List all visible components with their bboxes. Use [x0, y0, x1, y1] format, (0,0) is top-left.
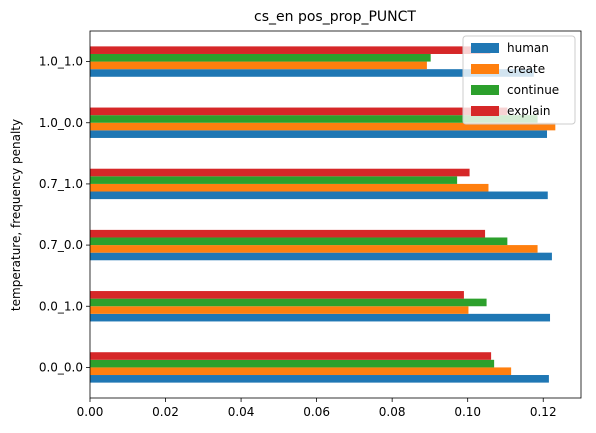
x-tick-label: 0.10: [454, 405, 481, 419]
y-tick-label: 1.0_0.0: [39, 116, 83, 130]
bar-explain-0.0_0.0: [90, 352, 492, 360]
bar-explain-1.0_1.0: [90, 46, 491, 54]
bar-human-1.0_0.0: [90, 130, 548, 138]
bar-create-0.0_0.0: [90, 367, 512, 376]
y-tick-label: 0.0_0.0: [39, 360, 83, 374]
x-tick-label: 0.06: [303, 405, 330, 419]
legend-box: [462, 35, 576, 125]
y-tick-label: 1.0_1.0: [39, 55, 83, 69]
bar-explain-1.0_0.0: [90, 107, 508, 116]
bar-continue-0.7_0.0: [90, 237, 508, 246]
legend-label-continue: continue: [507, 83, 559, 97]
bar-create-0.0_1.0: [90, 306, 469, 314]
y-tick-label: 0.7_0.0: [39, 238, 83, 252]
bar-human-1.0_1.0: [90, 69, 534, 77]
bar-human-0.7_1.0: [90, 191, 548, 200]
legend-swatch-create: [471, 64, 499, 74]
legend-label-create: create: [507, 62, 545, 76]
bar-continue-0.0_0.0: [90, 359, 495, 368]
legend-swatch-continue: [471, 85, 499, 95]
bar-create-1.0_1.0: [90, 61, 427, 70]
x-tick-label: 0.08: [379, 405, 406, 419]
legend: human create continue explain: [462, 35, 576, 125]
y-axis-label: temperature, frequency penalty: [9, 119, 23, 311]
y-tick-label: 0.7_1.0: [39, 177, 83, 191]
bar-continue-0.0_1.0: [90, 298, 487, 307]
bar-explain-0.7_0.0: [90, 229, 486, 238]
bar-human-0.7_0.0: [90, 252, 552, 261]
bar-human-0.0_0.0: [90, 375, 549, 383]
bar-create-0.7_1.0: [90, 183, 489, 192]
bar-continue-0.7_1.0: [90, 176, 458, 184]
x-tick-label: 0.04: [228, 405, 255, 419]
chart-title: cs_en pos_prop_PUNCT: [254, 9, 416, 25]
y-tick-label: 0.0_1.0: [39, 299, 83, 313]
bar-continue-1.0_1.0: [90, 53, 431, 62]
bar-continue-1.0_0.0: [90, 115, 538, 123]
legend-swatch-explain: [471, 106, 499, 116]
legend-label-explain: explain: [507, 104, 551, 118]
plot-area: 0.0_0.0 0.0_1.0 0.7_0.0 0.7_1.0 1.0_0.0 1.0_1…: [39, 30, 582, 419]
legend-swatch-human: [471, 43, 499, 53]
bar-create-1.0_0.0: [90, 122, 556, 131]
x-tick-label: 0.12: [530, 405, 557, 419]
legend-label-human: human: [507, 41, 549, 55]
x-tick-label: 0.00: [77, 405, 104, 419]
bar-explain-0.0_1.0: [90, 291, 464, 299]
bar-human-0.0_1.0: [90, 313, 551, 322]
plot-frame: [89, 30, 582, 399]
bar-create-0.7_0.0: [90, 245, 538, 253]
bar-explain-0.7_1.0: [90, 168, 470, 177]
x-tick-label: 0.02: [152, 405, 179, 419]
